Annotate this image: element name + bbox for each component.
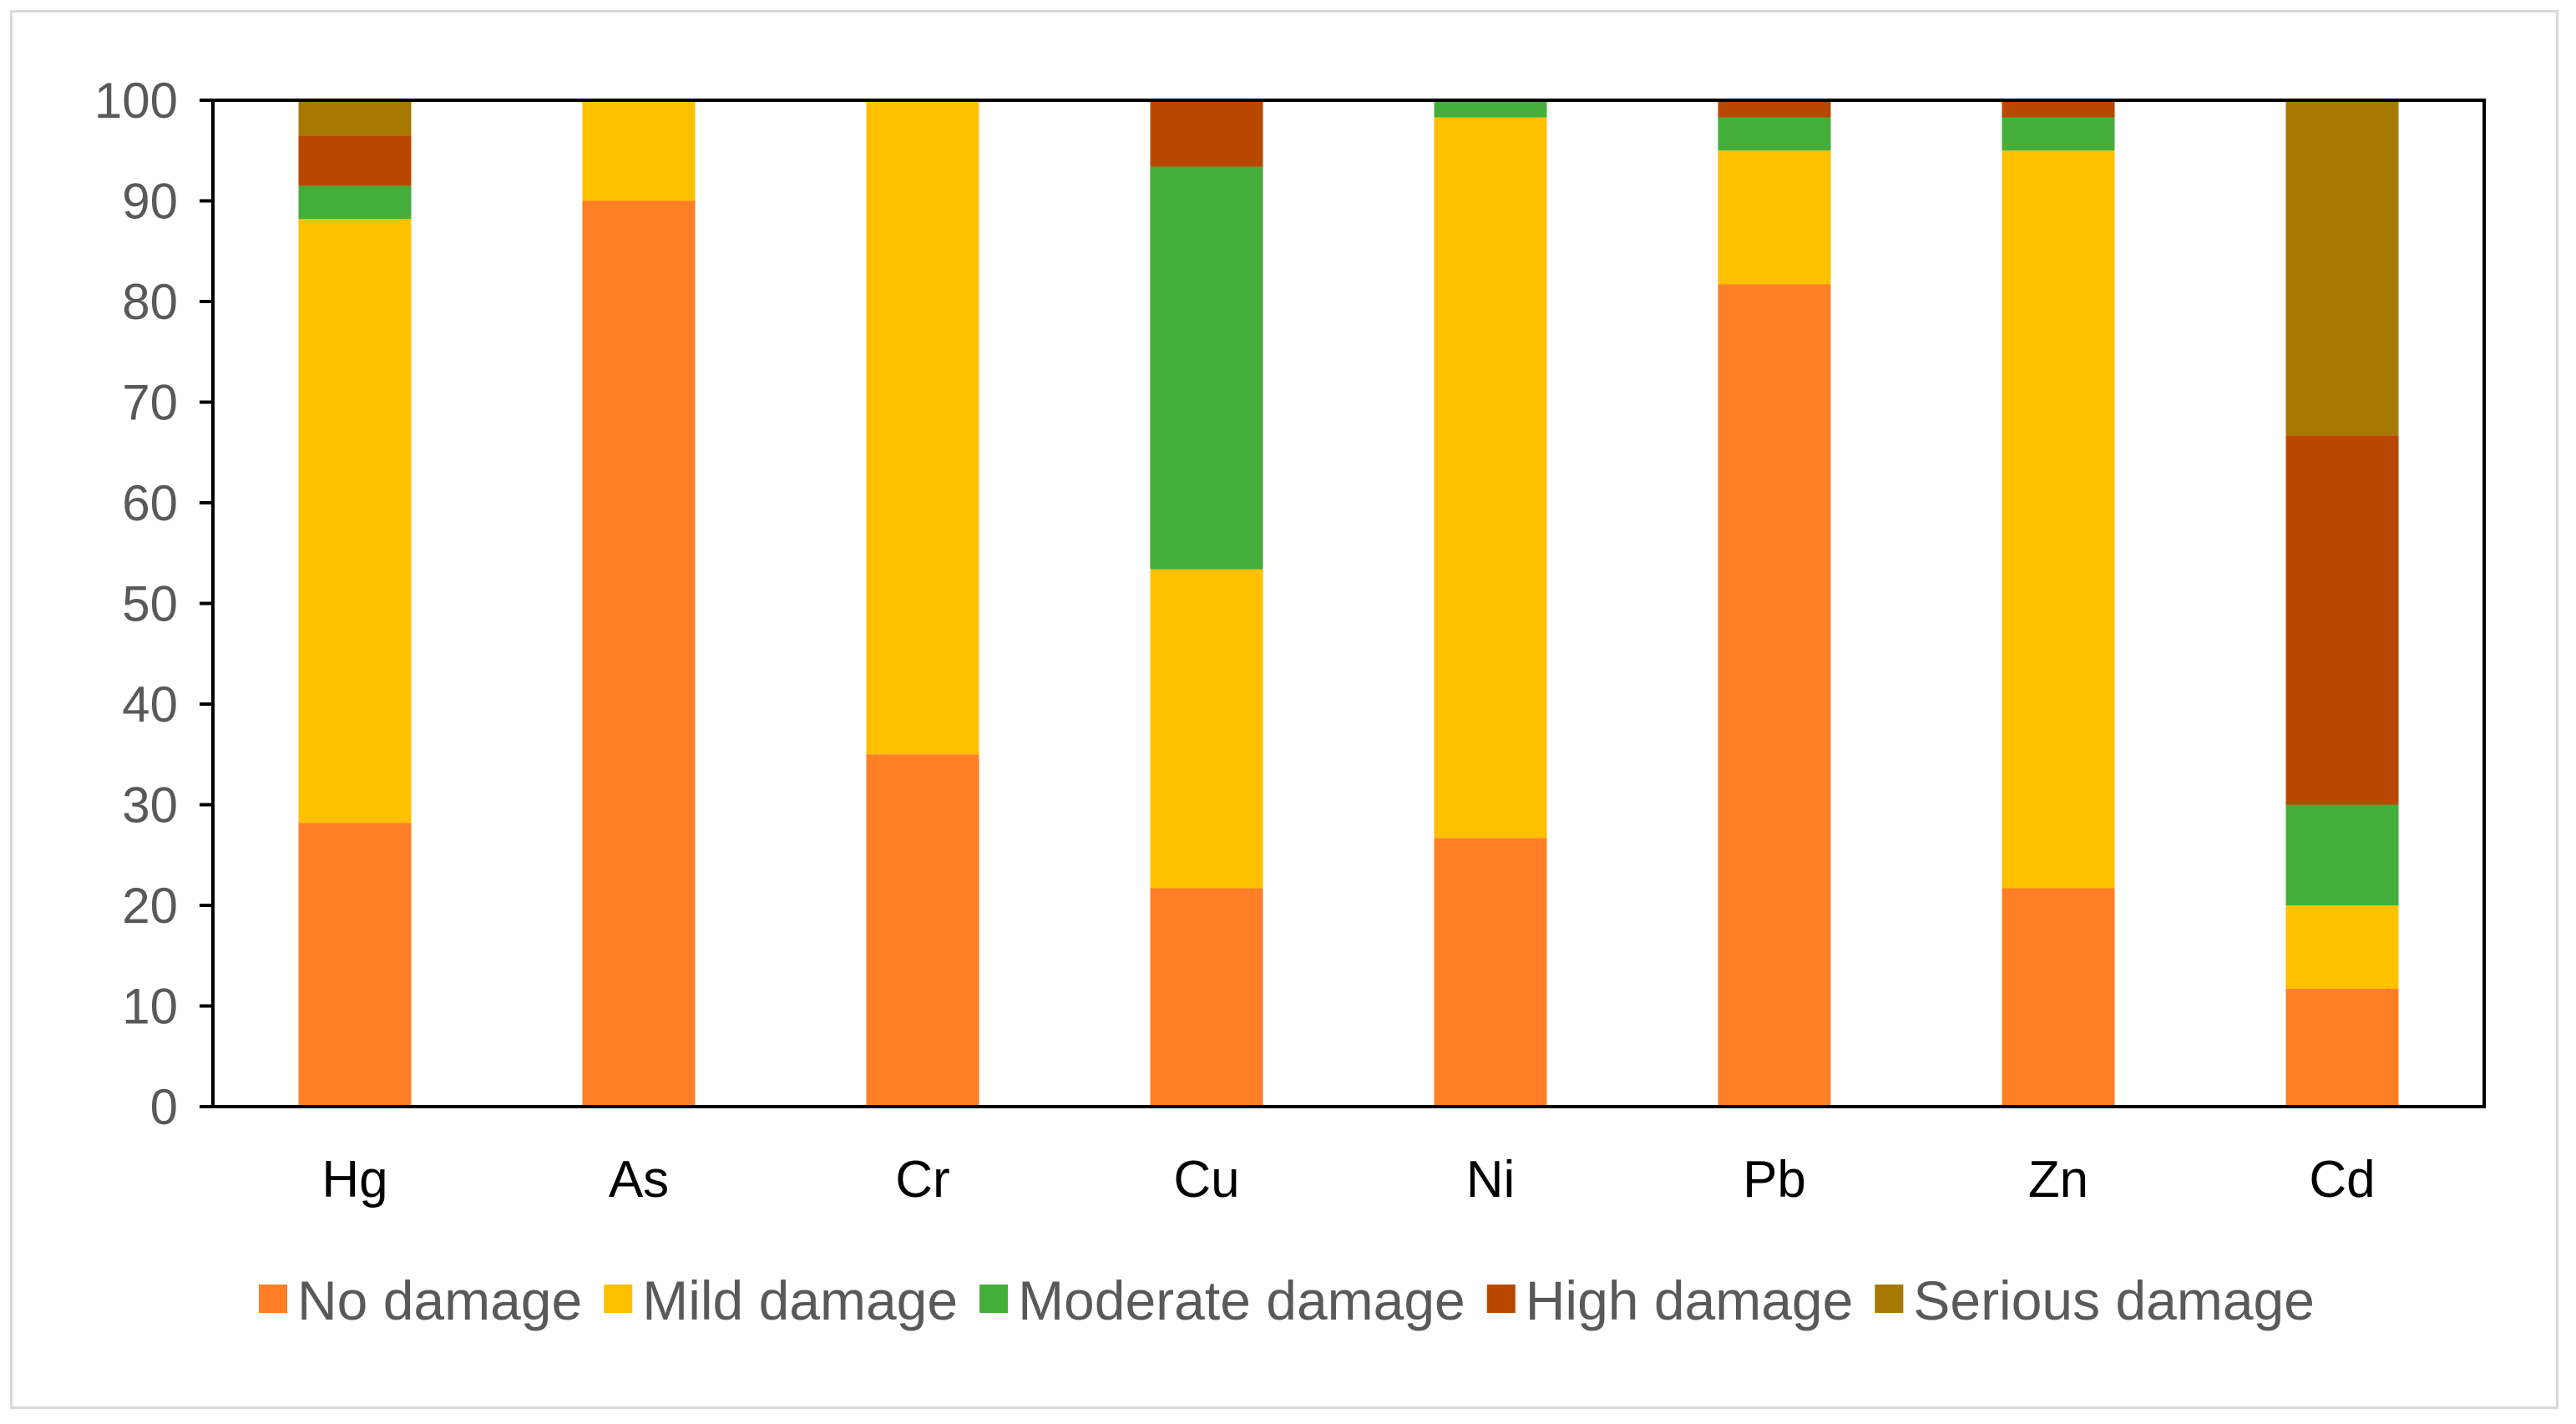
legend-swatch-moderate-damage bbox=[979, 1285, 1009, 1313]
bar-cr-no-damage bbox=[866, 754, 979, 1107]
bar-zn-moderate-damage bbox=[2002, 117, 2115, 151]
bar-as-no-damage bbox=[582, 200, 696, 1107]
x-tick-label-hg: Hg bbox=[321, 1151, 387, 1209]
bar-hg-moderate-damage bbox=[298, 185, 412, 220]
x-tick-label-cd: Cd bbox=[2309, 1151, 2375, 1209]
bar-ni-moderate-damage bbox=[1434, 100, 1547, 118]
bar-pb-mild-damage bbox=[1718, 150, 1831, 285]
bar-cd-no-damage bbox=[2285, 989, 2399, 1107]
bar-cd-high-damage bbox=[2285, 435, 2399, 805]
bar-pb-no-damage bbox=[1718, 284, 1831, 1107]
legend-item-moderate-damage: Moderate damage bbox=[979, 1269, 1465, 1331]
y-tick-label-10: 10 bbox=[122, 979, 178, 1035]
legend-label-no-damage: No damage bbox=[297, 1269, 582, 1331]
y-tick-label-50: 50 bbox=[122, 576, 178, 632]
y-tick-label-40: 40 bbox=[122, 677, 178, 732]
legend-swatch-serious-damage bbox=[1875, 1285, 1904, 1313]
bar-hg-serious-damage bbox=[298, 100, 412, 136]
legend-label-mild-damage: Mild damage bbox=[642, 1269, 958, 1331]
bar-hg-mild-damage bbox=[298, 219, 412, 823]
legend-item-high-damage: High damage bbox=[1486, 1269, 1854, 1331]
bar-cd-mild-damage bbox=[2285, 905, 2399, 990]
legend-swatch-mild-damage bbox=[604, 1285, 633, 1313]
chart-frame: 0 10 20 30 40 50 60 70 80 90 100 Hg As Cr Cu Ni Pb Zn Cd … bbox=[10, 10, 2558, 1409]
y-axis: 0 10 20 30 40 50 60 70 80 90 100 bbox=[94, 73, 213, 1135]
bar-cd-serious-damage bbox=[2285, 100, 2399, 436]
bar-cu-no-damage bbox=[1150, 888, 1263, 1107]
bar-zn-mild-damage bbox=[2002, 150, 2115, 889]
legend-swatch-high-damage bbox=[1486, 1285, 1516, 1313]
x-tick-label-zn: Zn bbox=[2028, 1151, 2088, 1209]
legend-label-serious-damage: Serious damage bbox=[1913, 1269, 2315, 1331]
bar-pb-moderate-damage bbox=[1718, 117, 1831, 151]
bar-cd-moderate-damage bbox=[2285, 804, 2399, 905]
bars-layer bbox=[298, 100, 2399, 1107]
bar-cu-moderate-damage bbox=[1150, 166, 1263, 570]
bar-pb-high-damage bbox=[1718, 100, 1831, 118]
y-tick-label-80: 80 bbox=[122, 274, 178, 330]
y-tick-label-100: 100 bbox=[94, 73, 178, 129]
x-tick-label-ni: Ni bbox=[1466, 1151, 1516, 1209]
legend-item-serious-damage: Serious damage bbox=[1875, 1269, 2315, 1331]
x-tick-label-as: As bbox=[609, 1151, 669, 1209]
bar-ni-mild-damage bbox=[1434, 117, 1547, 839]
legend-label-high-damage: High damage bbox=[1526, 1269, 1854, 1331]
y-tick-label-70: 70 bbox=[122, 375, 178, 431]
y-tick-label-60: 60 bbox=[122, 475, 178, 531]
plot-area bbox=[211, 99, 2486, 1108]
bar-zn-no-damage bbox=[2002, 888, 2115, 1107]
legend-label-moderate-damage: Moderate damage bbox=[1018, 1269, 1465, 1331]
legend-item-no-damage: No damage bbox=[259, 1269, 582, 1331]
bar-cr-mild-damage bbox=[866, 100, 979, 755]
x-tick-label-pb: Pb bbox=[1743, 1151, 1806, 1209]
bar-ni-no-damage bbox=[1434, 838, 1547, 1107]
x-tick-label-cu: Cu bbox=[1173, 1151, 1239, 1209]
y-tick-label-20: 20 bbox=[122, 878, 178, 934]
y-tick-label-0: 0 bbox=[150, 1079, 178, 1135]
x-axis: Hg As Cr Cu Ni Pb Zn Cd bbox=[321, 1151, 2375, 1209]
bar-cu-high-damage bbox=[1150, 100, 1263, 167]
bar-as-mild-damage bbox=[582, 100, 696, 201]
legend: No damage Mild damage Moderate damage High … bbox=[259, 1269, 2315, 1331]
bar-zn-high-damage bbox=[2002, 100, 2115, 118]
y-tick-label-90: 90 bbox=[122, 174, 178, 230]
bar-cu-mild-damage bbox=[1150, 569, 1263, 889]
x-tick-label-cr: Cr bbox=[895, 1151, 949, 1209]
legend-swatch-no-damage bbox=[259, 1285, 288, 1313]
bar-hg-no-damage bbox=[298, 823, 412, 1107]
legend-item-mild-damage: Mild damage bbox=[604, 1269, 958, 1331]
bar-hg-high-damage bbox=[298, 135, 412, 186]
y-tick-label-30: 30 bbox=[122, 778, 178, 834]
